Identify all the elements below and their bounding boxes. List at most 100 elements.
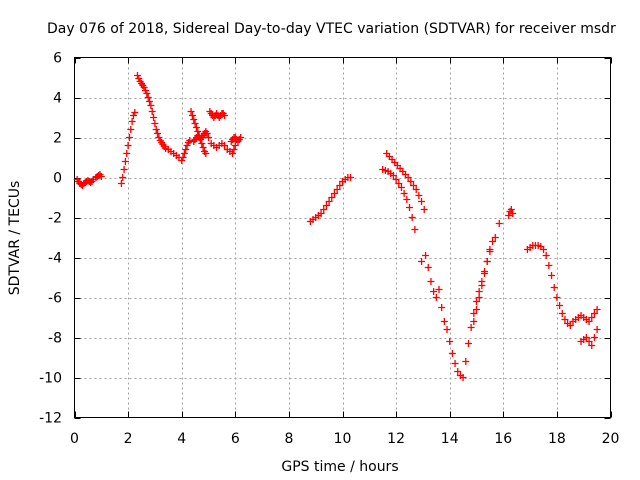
data-point [451,360,459,367]
data-point [470,310,478,317]
data-point [347,174,355,181]
data-point [545,262,553,269]
x-tick-label: 2 [124,431,133,447]
data-point [462,358,470,365]
data-point [558,310,566,317]
data-point [237,134,245,141]
data-point [155,134,163,141]
data-point [121,158,129,165]
x-tick-label: 12 [387,431,405,447]
data-point [448,350,456,357]
data-point [467,324,475,331]
data-point [397,184,405,191]
data-point [182,146,190,153]
data-point [389,172,397,179]
data-point [133,72,141,79]
data-point [191,120,199,127]
data-point [440,318,448,325]
data-point [330,190,338,197]
y-tick-label: -10 [39,371,62,387]
data-point [190,116,198,123]
data-point [553,294,561,301]
data-point [588,342,596,349]
data-point [124,142,132,149]
data-point [230,146,238,153]
data-point [205,134,212,141]
data-point [593,326,601,333]
data-point [231,142,239,149]
y-tick-labels: -12 -10 -8 -6 -4 -2 0 2 4 6 [39,51,62,427]
data-point [481,270,489,277]
data-point [120,166,128,173]
data-point [183,142,191,149]
data-point [119,174,127,181]
data-point [336,182,344,189]
data-point [561,316,569,323]
data-point [143,90,151,97]
data-point [129,112,137,119]
data-point [432,294,440,301]
data-point [180,150,188,157]
x-tick-label: 20 [602,431,620,447]
data-point [585,318,593,325]
data-point [125,134,133,141]
y-tick-label: 2 [53,131,62,147]
x-axis-label: GPS time / hours [281,459,398,475]
data-point [404,174,412,181]
data-point [179,154,187,161]
data-point [408,214,416,221]
data-point [127,126,135,133]
data-point [142,87,150,94]
data-point [202,150,210,157]
data-point [403,196,411,203]
data-point [470,318,478,325]
chart-title: Day 076 of 2018, Sidereal Day-to-day VTE… [47,21,616,37]
data-point [229,150,237,157]
data-point [325,198,333,205]
data-point [507,206,515,213]
data-point [178,157,186,164]
data-point [154,130,162,137]
x-tick-label: 10 [334,431,352,447]
data-point [446,338,454,345]
data-points [73,72,601,381]
data-point [198,140,206,147]
data-point [144,94,152,101]
data-point [473,298,480,305]
data-point [489,238,497,245]
data-point [590,310,598,317]
y-tick-label: 4 [53,91,62,107]
data-point [548,272,556,279]
data-point [582,334,590,341]
y-tick-label: -2 [48,211,62,227]
data-point [333,186,341,193]
data-point [422,252,430,259]
data-point [140,84,148,91]
data-point [135,75,143,82]
y-tick-label: -4 [48,251,62,267]
data-point [221,142,229,149]
data-point [486,246,494,253]
x-tick-label: 6 [231,431,240,447]
x-tick-label: 18 [548,431,566,447]
data-point [427,278,435,285]
data-point [150,114,158,121]
data-point [454,368,462,375]
data-point [415,192,423,199]
x-tick-label: 4 [177,431,186,447]
y-tick-label: -12 [39,411,62,427]
data-point [187,108,195,115]
data-point [203,130,211,137]
data-point [438,304,446,311]
data-point [585,338,593,345]
data-point [475,294,483,301]
data-point [418,258,426,265]
data-point [411,226,419,233]
data-point [320,206,328,213]
data-point [483,258,491,265]
data-point [123,150,131,157]
data-point [151,120,159,127]
data-point [424,264,432,271]
data-point [588,314,596,321]
